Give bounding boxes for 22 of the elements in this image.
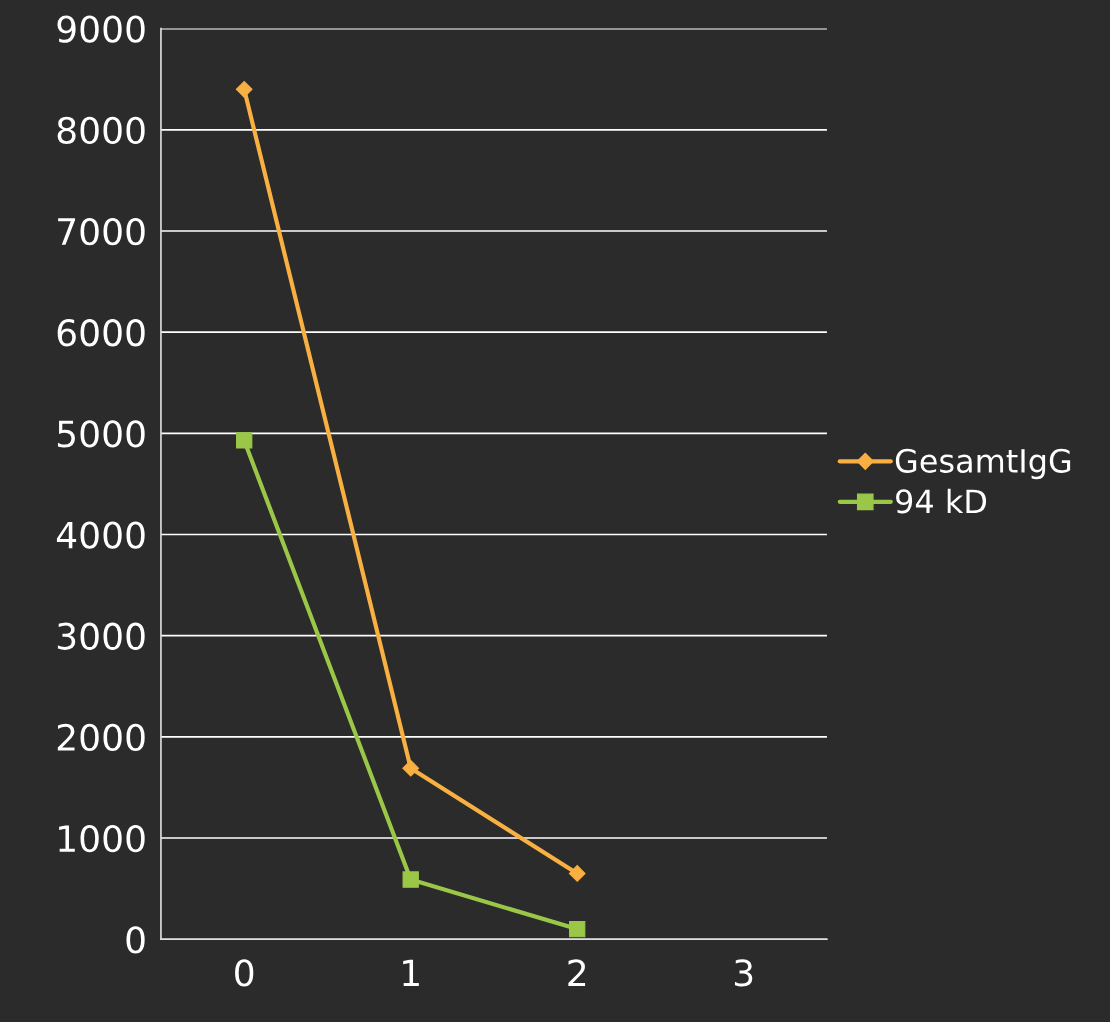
legend-label: 94 kD [896,488,987,514]
y-tick-label: 4000 [56,521,145,549]
y-tick-label: 9000 [57,15,145,43]
x-tick-label: 0 [235,959,254,987]
y-tick-label: 0 [126,926,145,954]
y-tick-label: 6000 [57,319,145,347]
point [568,865,586,882]
point [236,432,253,449]
point [235,80,253,98]
x-tick-label: 1 [403,959,419,987]
y-tick-label: 8000 [57,116,145,145]
point [402,871,419,888]
point [402,759,420,777]
y-tick-label: 3000 [57,622,145,650]
x-tick-label: 3 [734,959,753,987]
point [569,920,586,938]
y-tick-label: 7000 [58,217,145,246]
y-tick-label: 1000 [59,824,145,853]
y-tick-label: 2000 [57,723,145,752]
x-tick-label: 2 [568,959,586,987]
legend-label: GesamtIgG [895,448,1071,480]
y-tick-label: 5000 [57,420,145,448]
